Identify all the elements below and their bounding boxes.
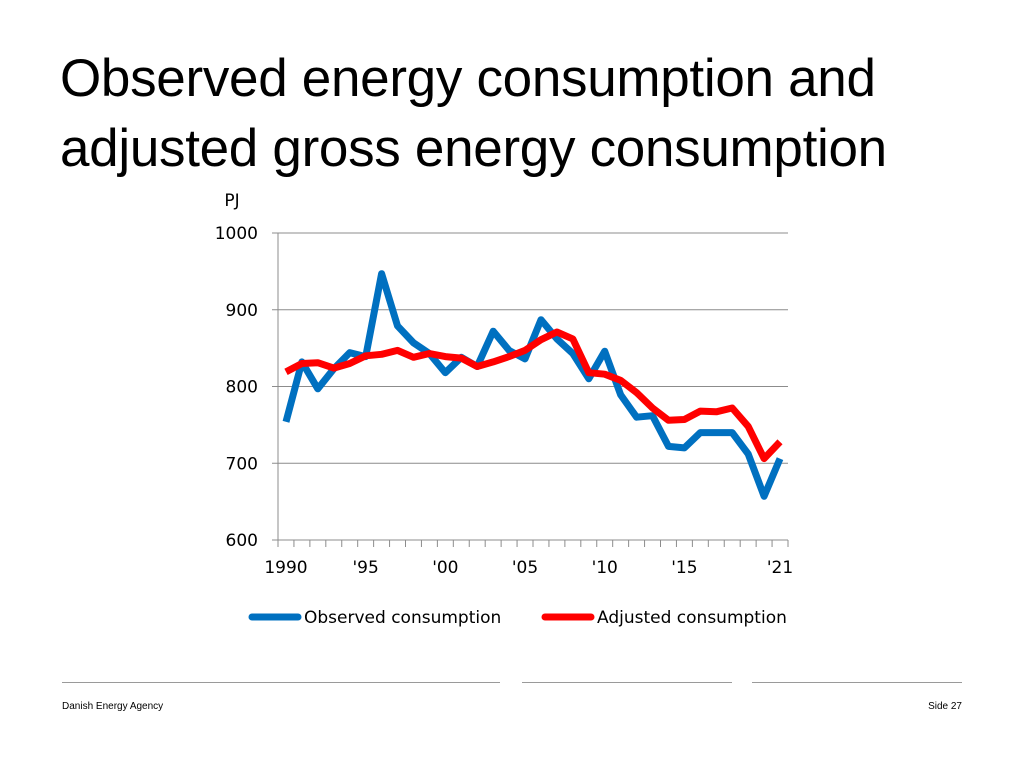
legend-label-adjusted: Adjusted consumption	[597, 608, 787, 628]
y-tick-label-600: 600	[226, 531, 258, 551]
x-tick-label: '00	[432, 558, 458, 578]
footer-divider-left	[62, 682, 500, 683]
y-tick-label-1000: 1000	[215, 224, 258, 244]
chart-legend: Observed consumption Adjusted consumption	[248, 608, 787, 628]
y-tick-labels: 600 700 800 900 1000	[215, 224, 258, 551]
x-tick-label: 1990	[264, 558, 307, 578]
series-line-adjusted	[284, 328, 783, 463]
x-tick-label: '05	[512, 558, 538, 578]
x-tick-label: '21	[767, 558, 793, 578]
slide-title: Observed energy consumption and adjusted…	[60, 44, 1000, 184]
y-tick-label-900: 900	[226, 301, 258, 321]
footer-page-number: Side 27	[928, 701, 962, 712]
legend-label-observed: Observed consumption	[304, 608, 501, 628]
chart-series	[282, 270, 784, 500]
slide-title-line2: adjusted gross energy consumption	[60, 119, 887, 178]
series-line-observed	[282, 270, 784, 500]
chart-axes	[272, 232, 789, 547]
x-tick-label: '95	[353, 558, 379, 578]
footer-divider-middle	[522, 682, 732, 683]
y-axis-unit-label: PJ	[224, 191, 239, 211]
y-tick-label-800: 800	[226, 378, 258, 398]
x-tick-labels: 1990 '95 '00 '05 '10 '15 '21	[264, 558, 793, 578]
y-tick-label-700: 700	[226, 454, 258, 474]
x-tick-label: '15	[671, 558, 697, 578]
slide-title-line1: Observed energy consumption and	[60, 49, 876, 108]
footer-organization: Danish Energy Agency	[62, 701, 164, 712]
chart-gridlines	[278, 232, 788, 464]
x-tick-label: '10	[592, 558, 618, 578]
footer-divider-right	[752, 682, 962, 683]
